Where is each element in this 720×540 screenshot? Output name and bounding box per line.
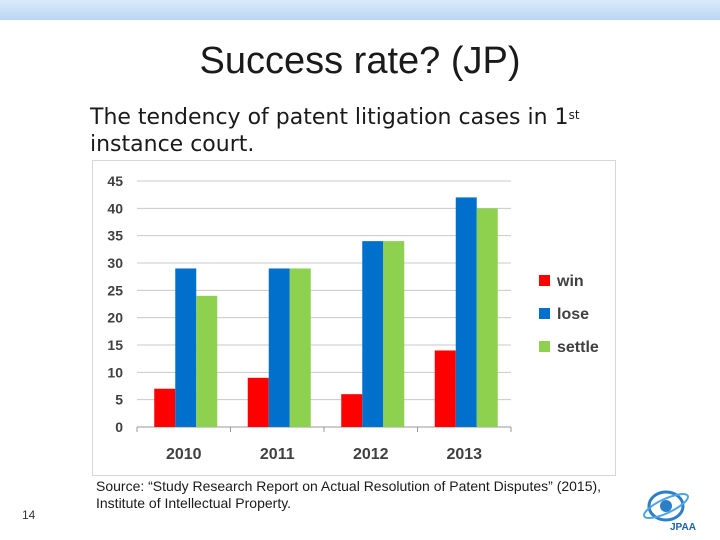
y-tick-label: 35 bbox=[107, 228, 123, 244]
settle-bar bbox=[476, 208, 498, 427]
logo-text: JPAA bbox=[670, 522, 696, 532]
legend-label-lose: lose bbox=[557, 306, 589, 323]
y-tick-label: 45 bbox=[107, 173, 123, 189]
legend-swatch-settle bbox=[539, 341, 550, 352]
x-tick-label: 2010 bbox=[166, 446, 202, 463]
chart-frame: 0 5 10 15 20 25 30 35 40 45 2010 2011 2012 2013 win los… bbox=[92, 160, 616, 476]
lose-bar bbox=[455, 197, 477, 427]
x-tick-label: 2013 bbox=[446, 446, 482, 463]
win-bar bbox=[154, 388, 176, 427]
lose-bar bbox=[362, 241, 384, 427]
lose-bar bbox=[268, 268, 290, 427]
win-bar bbox=[434, 350, 456, 427]
bar-chart: 0 5 10 15 20 25 30 35 40 45 2010 2011 2012 2013 win los… bbox=[107, 173, 599, 463]
legend-label-win: win bbox=[556, 273, 584, 290]
source-note: Source: “Study Research Report on Actual… bbox=[96, 478, 602, 511]
top-banner bbox=[0, 0, 720, 20]
page-number: 14 bbox=[22, 508, 36, 522]
y-tick-label: 0 bbox=[115, 419, 123, 435]
y-tick-label: 25 bbox=[107, 282, 123, 298]
win-bar bbox=[341, 394, 363, 427]
y-tick-label: 30 bbox=[107, 255, 123, 271]
win-bar bbox=[247, 377, 269, 427]
settle-bar bbox=[196, 295, 218, 427]
x-tick-label: 2012 bbox=[353, 446, 389, 463]
legend-swatch-lose bbox=[539, 308, 550, 319]
y-tick-label: 5 bbox=[115, 392, 123, 408]
subtitle-text: The tendency of patent litigation cases … bbox=[90, 105, 569, 130]
settle-bar bbox=[383, 241, 405, 427]
slide-subtitle: The tendency of patent litigation cases … bbox=[90, 104, 610, 158]
y-tick-label: 40 bbox=[107, 200, 123, 216]
subtitle-text-end: instance court. bbox=[90, 132, 255, 157]
lose-bar bbox=[175, 268, 197, 427]
legend-label-settle: settle bbox=[557, 339, 599, 356]
legend-swatch-win bbox=[539, 275, 550, 286]
jpaa-logo: JPAA bbox=[643, 490, 696, 532]
y-tick-label: 10 bbox=[107, 364, 123, 380]
y-tick-label: 15 bbox=[107, 337, 123, 353]
x-tick-label: 2011 bbox=[260, 446, 295, 463]
y-tick-label: 20 bbox=[107, 310, 123, 326]
subtitle-superscript: st bbox=[568, 108, 580, 122]
settle-bar bbox=[289, 268, 311, 427]
slide-title: Success rate? (JP) bbox=[199, 40, 521, 82]
